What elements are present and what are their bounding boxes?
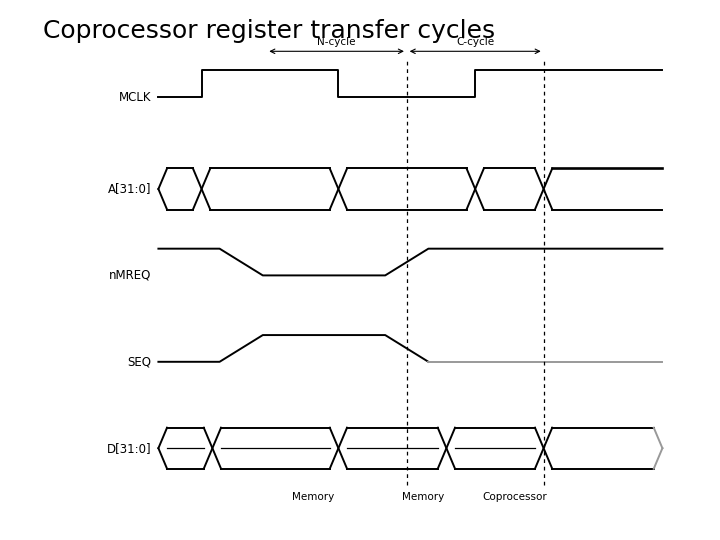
Text: C-cycle: C-cycle xyxy=(456,37,494,47)
Text: A[31:0]: A[31:0] xyxy=(108,183,151,195)
Text: N-cycle: N-cycle xyxy=(318,37,356,47)
Text: Coprocessor: Coprocessor xyxy=(482,492,547,502)
Text: D[31:0]: D[31:0] xyxy=(107,442,151,455)
Text: Coprocessor register transfer cycles: Coprocessor register transfer cycles xyxy=(43,19,495,43)
Text: Memory: Memory xyxy=(402,492,444,502)
Text: Memory: Memory xyxy=(292,492,334,502)
Text: MCLK: MCLK xyxy=(119,91,151,104)
Text: SEQ: SEQ xyxy=(127,355,151,368)
Text: nMREQ: nMREQ xyxy=(109,269,151,282)
